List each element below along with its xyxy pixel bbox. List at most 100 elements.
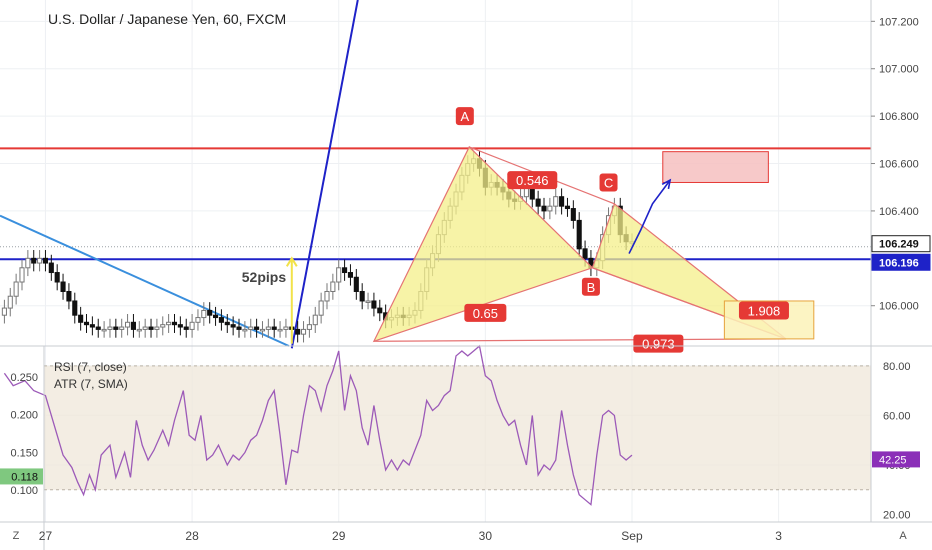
candle[interactable] bbox=[107, 326, 113, 330]
auto-scale-label[interactable]: A bbox=[899, 530, 907, 542]
trendline[interactable] bbox=[0, 214, 290, 347]
pattern-label-point-b[interactable]: B bbox=[581, 277, 600, 296]
candle[interactable] bbox=[295, 328, 301, 335]
current-price-badge[interactable]: 106.249 bbox=[871, 235, 931, 253]
candle[interactable] bbox=[130, 321, 136, 330]
candle[interactable] bbox=[125, 321, 131, 328]
candle[interactable] bbox=[160, 324, 166, 328]
time-axis-left-label[interactable]: Z bbox=[13, 530, 20, 542]
candle[interactable] bbox=[224, 321, 230, 326]
candle[interactable] bbox=[365, 300, 371, 303]
candle[interactable] bbox=[336, 267, 342, 283]
candle[interactable] bbox=[42, 257, 49, 264]
candle[interactable] bbox=[72, 300, 78, 316]
candle[interactable] bbox=[171, 321, 178, 326]
candle[interactable] bbox=[582, 248, 588, 259]
candle[interactable] bbox=[142, 326, 148, 330]
candle[interactable] bbox=[535, 198, 541, 207]
candle[interactable] bbox=[324, 290, 330, 302]
candle[interactable] bbox=[78, 314, 84, 323]
candle[interactable] bbox=[119, 326, 125, 330]
candle[interactable] bbox=[1, 307, 7, 316]
candle[interactable] bbox=[541, 205, 547, 212]
projection-arrow[interactable] bbox=[628, 179, 671, 254]
candle[interactable] bbox=[547, 205, 553, 212]
candle[interactable] bbox=[300, 328, 307, 335]
candle[interactable] bbox=[48, 262, 54, 274]
candle[interactable] bbox=[37, 257, 43, 264]
pattern-label-point-c[interactable]: C bbox=[599, 173, 618, 192]
candle[interactable] bbox=[330, 281, 336, 292]
candle[interactable] bbox=[154, 326, 160, 330]
candle[interactable] bbox=[7, 295, 13, 309]
candle[interactable] bbox=[318, 300, 324, 316]
candle[interactable] bbox=[576, 219, 582, 250]
pattern-label-ratio[interactable]: 1.908 bbox=[738, 301, 789, 320]
price-badge-bg bbox=[871, 253, 931, 271]
candle[interactable] bbox=[283, 326, 289, 330]
candle[interactable] bbox=[353, 276, 359, 292]
candle[interactable] bbox=[13, 281, 19, 297]
time-axis[interactable]: 27 28 29 30 Sep 3 bbox=[39, 529, 783, 543]
candle[interactable] bbox=[25, 257, 31, 269]
candle[interactable] bbox=[95, 326, 101, 330]
candle[interactable] bbox=[312, 314, 318, 326]
atr-value-badge[interactable]: 0.118 bbox=[0, 468, 43, 485]
candle[interactable] bbox=[177, 324, 183, 328]
rsi-line[interactable] bbox=[3, 344, 633, 506]
candle[interactable] bbox=[113, 326, 119, 330]
candle[interactable] bbox=[342, 267, 348, 274]
candle[interactable] bbox=[242, 328, 248, 332]
candle[interactable] bbox=[101, 328, 107, 332]
candle[interactable] bbox=[254, 326, 260, 330]
candle[interactable] bbox=[89, 324, 95, 328]
pattern-label-point-a[interactable]: A bbox=[455, 107, 474, 126]
candle[interactable] bbox=[19, 267, 25, 283]
candle[interactable] bbox=[306, 324, 312, 330]
pattern-label-ratio[interactable]: 0.546 bbox=[507, 171, 558, 190]
candle[interactable] bbox=[248, 326, 254, 330]
candle[interactable] bbox=[66, 290, 72, 302]
candle[interactable] bbox=[559, 196, 565, 207]
candle[interactable] bbox=[259, 328, 266, 332]
candle[interactable] bbox=[54, 272, 60, 283]
candle[interactable] bbox=[371, 300, 377, 309]
price-tick-label: 106.600 bbox=[879, 159, 919, 171]
candle[interactable] bbox=[553, 196, 559, 207]
candle[interactable] bbox=[218, 317, 224, 323]
candle[interactable] bbox=[359, 290, 365, 302]
pattern-label-ratio[interactable]: 0.65 bbox=[464, 303, 507, 322]
candle[interactable] bbox=[265, 326, 271, 330]
candle[interactable] bbox=[189, 321, 195, 330]
candle[interactable] bbox=[183, 326, 189, 330]
candle[interactable] bbox=[236, 326, 242, 330]
price-axis[interactable]: 107.200 107.000 106.800 106.600 106.400 106.0… bbox=[871, 16, 931, 313]
candle[interactable] bbox=[212, 314, 219, 319]
pattern-label-bg bbox=[455, 107, 474, 126]
candle[interactable] bbox=[166, 321, 172, 326]
candle[interactable] bbox=[201, 309, 207, 319]
candle[interactable] bbox=[195, 317, 201, 323]
pattern-label-text: A bbox=[460, 109, 469, 124]
candle[interactable] bbox=[148, 326, 154, 330]
rsi-value-badge[interactable]: 42.25 bbox=[872, 451, 920, 468]
candle[interactable] bbox=[271, 326, 277, 330]
support-price-badge[interactable]: 106.196 bbox=[871, 253, 931, 271]
candle[interactable] bbox=[347, 272, 354, 278]
target-box[interactable] bbox=[662, 151, 769, 183]
candle[interactable] bbox=[230, 324, 236, 328]
candle[interactable] bbox=[31, 257, 37, 264]
candle[interactable] bbox=[277, 328, 283, 332]
candle[interactable] bbox=[570, 208, 576, 221]
candle[interactable] bbox=[207, 309, 213, 316]
candle[interactable] bbox=[377, 307, 383, 314]
candle[interactable] bbox=[60, 281, 66, 292]
pattern-label-ratio[interactable]: 0.973 bbox=[633, 334, 684, 353]
candle[interactable] bbox=[83, 321, 90, 326]
candle[interactable] bbox=[564, 205, 571, 210]
trendline[interactable] bbox=[290, 0, 359, 349]
candle[interactable] bbox=[136, 328, 142, 332]
atr-axis[interactable]: 0.250 0.200 0.150 0.100 0.118 bbox=[0, 372, 43, 497]
